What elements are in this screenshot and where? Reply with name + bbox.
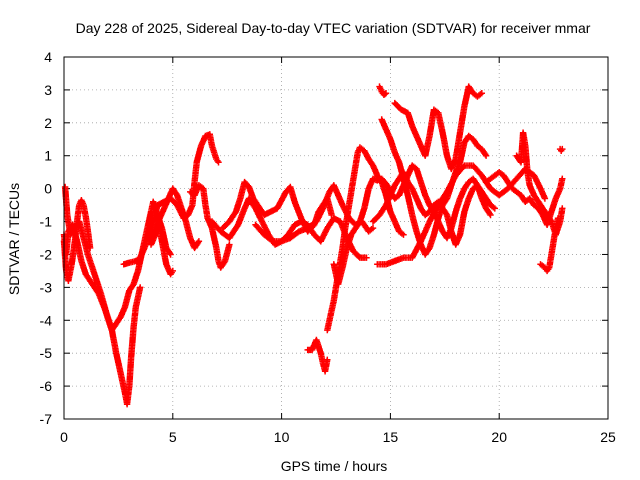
- y-tick-label: -2: [40, 246, 53, 262]
- data-point: [478, 90, 485, 97]
- data-point: [400, 231, 407, 238]
- data-point: [137, 284, 144, 291]
- data-marks: [60, 83, 566, 408]
- series-5: [147, 185, 203, 252]
- series-7: [187, 182, 233, 271]
- x-axis-label: GPS time / hours: [281, 458, 388, 474]
- chart-title: Day 228 of 2025, Sidereal Day-to-day VTE…: [76, 20, 591, 36]
- data-point: [554, 215, 562, 222]
- data-point: [482, 151, 489, 158]
- y-tick-label: -4: [40, 312, 53, 328]
- data-point: [194, 239, 202, 246]
- x-tick-label: 5: [169, 429, 177, 445]
- data-point: [559, 205, 566, 212]
- data-point: [541, 195, 549, 202]
- series-18: [369, 169, 498, 248]
- data-point: [363, 254, 370, 261]
- y-axis-label: SDTVAR / TECUs: [6, 183, 22, 295]
- data-point: [382, 90, 390, 97]
- series-12: [324, 144, 407, 334]
- data-point: [328, 211, 335, 219]
- data-point: [195, 238, 203, 245]
- x-tick-label: 15: [383, 429, 399, 445]
- series-3: [60, 197, 94, 284]
- y-tick-label: 0: [44, 181, 52, 197]
- y-tick-label: -5: [40, 345, 53, 361]
- data-point: [559, 145, 566, 153]
- plot-frame: [63, 56, 609, 420]
- series-22: [556, 145, 566, 154]
- y-tick-label: -1: [40, 214, 53, 230]
- series-16: [376, 83, 390, 98]
- data-point: [381, 90, 389, 98]
- data-point: [324, 356, 331, 363]
- data-point: [215, 159, 222, 166]
- x-tick-label: 20: [491, 429, 507, 445]
- series-21: [537, 215, 562, 275]
- data-point: [268, 237, 275, 244]
- y-tick-label: -7: [40, 411, 53, 427]
- y-tick-label: 2: [44, 115, 52, 131]
- data-point: [559, 175, 566, 182]
- x-tick-label: 10: [274, 429, 290, 445]
- data-point: [369, 224, 377, 232]
- series-17: [391, 83, 485, 173]
- data-point: [86, 244, 94, 252]
- x-tick-label: 0: [60, 429, 68, 445]
- data-point: [167, 251, 174, 258]
- data-point: [226, 241, 233, 248]
- data-point: [169, 267, 176, 275]
- x-tick-label: 25: [600, 429, 616, 445]
- series-19: [482, 169, 566, 228]
- y-tick-label: -6: [40, 378, 53, 394]
- data-point: [487, 211, 494, 219]
- data-point: [482, 152, 490, 159]
- y-tick-label: 4: [44, 49, 52, 65]
- y-tick-label: 1: [44, 148, 52, 164]
- y-tick-label: -3: [40, 279, 53, 295]
- series-11: [304, 336, 331, 375]
- y-tick-label: 3: [44, 82, 52, 98]
- data-point: [491, 205, 498, 212]
